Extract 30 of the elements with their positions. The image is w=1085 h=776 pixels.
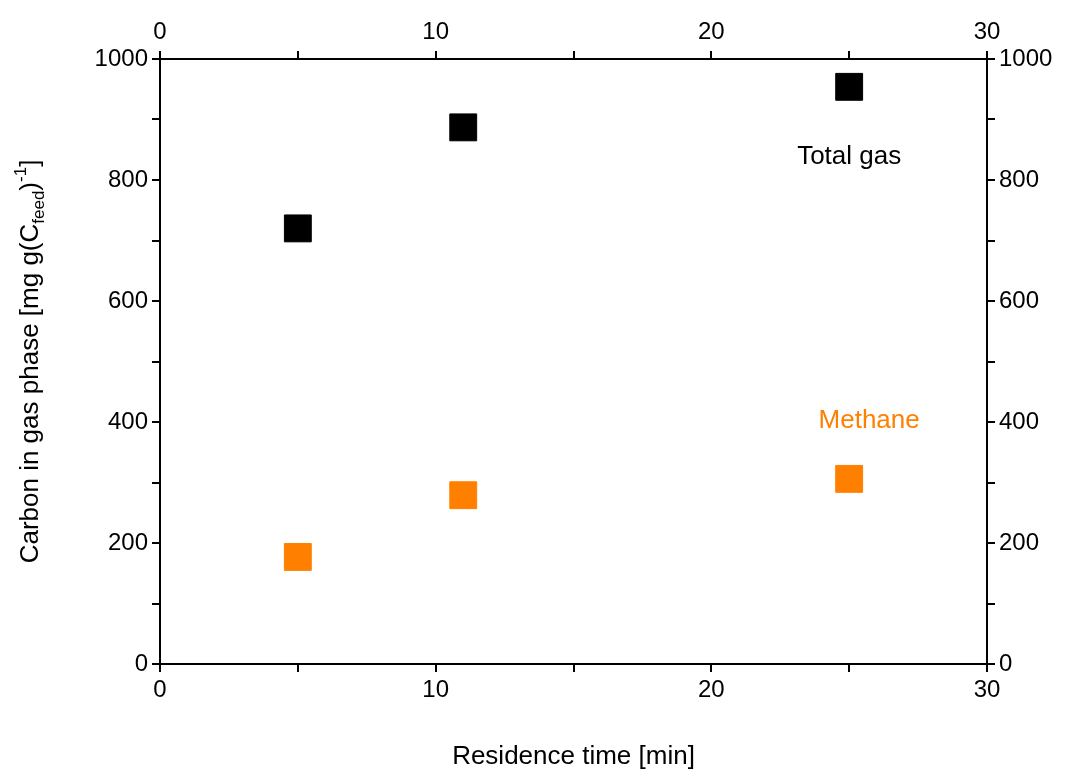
y2-tick-label: 200 <box>999 527 1040 555</box>
y-tick-label: 600 <box>107 285 148 313</box>
point <box>835 464 864 493</box>
point <box>283 542 312 571</box>
y-tick-label: 1000 <box>94 43 148 71</box>
point <box>835 72 864 101</box>
y-tick-label: 400 <box>107 406 148 434</box>
y2-tick-label: 600 <box>999 285 1040 313</box>
x-tick-label: 0 <box>153 675 167 703</box>
y2-tick-label: 1000 <box>999 43 1053 71</box>
series-label: Methane <box>818 404 920 435</box>
x2-tick-label: 0 <box>153 17 167 45</box>
y2-tick-label: 400 <box>999 406 1040 434</box>
x2-tick-label: 10 <box>422 17 450 45</box>
x-tick-label: 10 <box>422 675 450 703</box>
y2-tick-label: 0 <box>999 648 1013 676</box>
x2-tick-label: 20 <box>697 17 725 45</box>
y-axis-title: Carbon in gas phase [mg g(Cfeed)-1] <box>11 159 48 564</box>
y-tick-label: 200 <box>107 527 148 555</box>
x-tick-label: 20 <box>697 675 725 703</box>
point <box>449 481 478 510</box>
text: Total gas <box>797 140 902 170</box>
y-tick-label: 0 <box>134 648 148 676</box>
point <box>449 113 478 142</box>
x-tick-label: 30 <box>973 675 1001 703</box>
x2-tick-label: 30 <box>973 17 1001 45</box>
y2-tick-label: 800 <box>999 164 1040 192</box>
y-tick-label: 800 <box>107 164 148 192</box>
point <box>283 214 312 243</box>
x-axis-title: Residence time [min] <box>452 739 695 770</box>
